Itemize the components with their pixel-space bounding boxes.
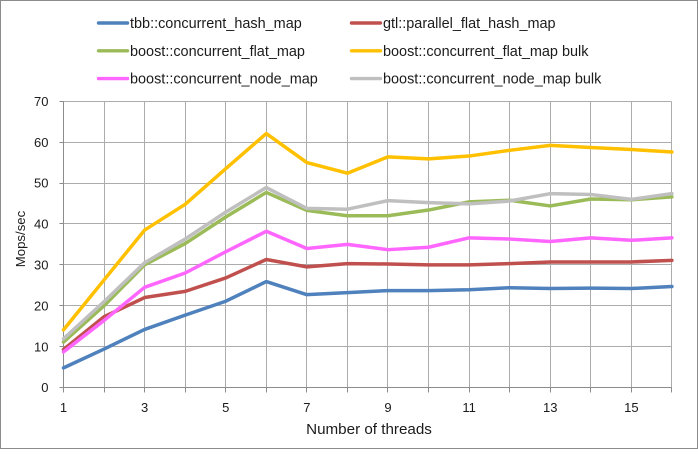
svg-text:30: 30 (34, 258, 48, 273)
svg-text:60: 60 (34, 135, 48, 150)
svg-text:3: 3 (141, 400, 148, 415)
svg-text:boost::concurrent_flat_map bul: boost::concurrent_flat_map bulk (383, 44, 589, 60)
svg-text:10: 10 (34, 339, 48, 354)
svg-text:boost::concurrent_node_map: boost::concurrent_node_map (130, 72, 318, 88)
svg-text:gtl::parallel_flat_hash_map: gtl::parallel_flat_hash_map (383, 16, 556, 32)
svg-text:13: 13 (543, 400, 557, 415)
svg-text:boost::concurrent_flat_map: boost::concurrent_flat_map (130, 44, 305, 60)
svg-text:20: 20 (34, 298, 48, 313)
svg-text:9: 9 (384, 400, 391, 415)
svg-text:Number of threads: Number of threads (306, 421, 432, 438)
svg-text:70: 70 (34, 94, 48, 109)
svg-text:Mops/sec: Mops/sec (13, 210, 28, 267)
svg-text:1: 1 (60, 400, 67, 415)
svg-text:15: 15 (624, 400, 638, 415)
svg-text:5: 5 (222, 400, 229, 415)
svg-text:40: 40 (34, 217, 48, 232)
svg-text:boost::concurrent_node_map bul: boost::concurrent_node_map bulk (383, 72, 602, 88)
svg-text:tbb::concurrent_hash_map: tbb::concurrent_hash_map (130, 16, 302, 32)
svg-text:11: 11 (462, 400, 476, 415)
svg-text:50: 50 (34, 176, 48, 191)
svg-text:0: 0 (41, 380, 48, 395)
svg-text:7: 7 (303, 400, 310, 415)
